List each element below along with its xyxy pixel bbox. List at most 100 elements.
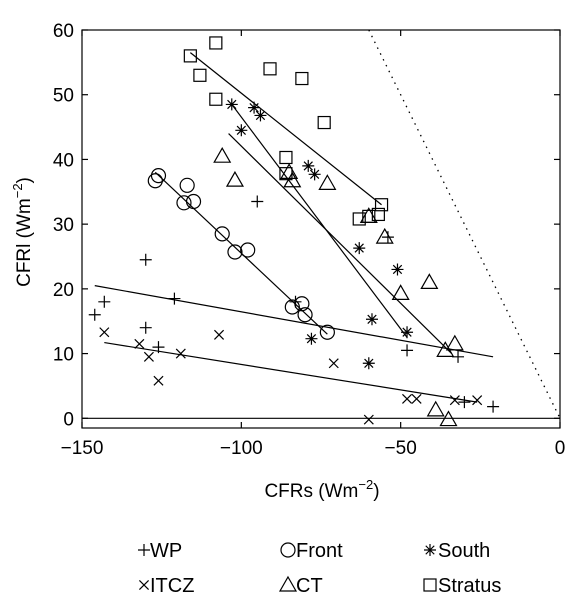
data-point-south bbox=[401, 326, 414, 339]
legend-marker-triangle-shape bbox=[278, 575, 298, 592]
data-point-itcz bbox=[449, 395, 460, 406]
legend-item-front: Front bbox=[280, 540, 343, 562]
x-axis-label-exponent: −2 bbox=[358, 477, 373, 492]
data-point-stratus bbox=[263, 62, 277, 76]
y-tick-label: 40 bbox=[53, 150, 74, 171]
y-tick-label: 60 bbox=[53, 21, 74, 42]
legend-item-wp: WP bbox=[138, 540, 182, 562]
data-point-itcz bbox=[175, 348, 186, 359]
x-tick-label: −50 bbox=[385, 438, 417, 459]
data-point-wp bbox=[251, 195, 264, 208]
data-point-stratus bbox=[183, 49, 197, 63]
data-point-south bbox=[305, 332, 318, 345]
fit-line-itcz bbox=[104, 341, 478, 403]
data-point-south bbox=[391, 263, 404, 276]
data-point-south bbox=[235, 124, 248, 137]
data-point-itcz bbox=[411, 393, 422, 404]
data-point-itcz bbox=[328, 358, 339, 369]
data-point-south bbox=[248, 101, 261, 114]
data-point-wp bbox=[458, 396, 471, 409]
data-point-wp bbox=[487, 400, 500, 413]
data-point-front bbox=[319, 324, 335, 340]
data-point-front bbox=[240, 242, 256, 258]
legend-label-wp: WP bbox=[150, 540, 182, 562]
x-axis-label: CFRs (Wm−2) bbox=[264, 477, 379, 502]
data-point-south bbox=[353, 242, 366, 255]
data-point-itcz bbox=[134, 338, 145, 349]
data-point-stratus bbox=[193, 68, 207, 82]
y-tick-label: 20 bbox=[53, 280, 74, 301]
legend-item-south: South bbox=[424, 540, 490, 562]
data-point-front bbox=[179, 177, 195, 193]
data-point-itcz bbox=[143, 351, 154, 362]
y-tick-label: 50 bbox=[53, 86, 74, 107]
plot-frame bbox=[81, 29, 561, 429]
legend-marker-asterisk-shape bbox=[424, 544, 436, 556]
data-point-south bbox=[308, 168, 321, 181]
legend-marker-circle bbox=[280, 542, 296, 558]
x-tick-label: −100 bbox=[220, 438, 263, 459]
x-axis-label-end: ) bbox=[373, 481, 379, 502]
data-point-wp bbox=[381, 231, 394, 244]
fit-line-stratus bbox=[189, 52, 382, 206]
data-point-stratus bbox=[279, 167, 293, 181]
legend-marker-triangle bbox=[278, 575, 298, 592]
data-point-south bbox=[254, 109, 267, 122]
legend-marker-x bbox=[138, 579, 150, 591]
data-point-south bbox=[365, 313, 378, 326]
data-point-itcz bbox=[214, 329, 225, 340]
data-point-front bbox=[176, 195, 192, 211]
data-point-itcz bbox=[472, 395, 483, 406]
y-axis-label-end: ) bbox=[14, 177, 35, 183]
legend-marker-square bbox=[423, 578, 437, 592]
legend-label-front: Front bbox=[296, 540, 343, 562]
legend-marker-plus bbox=[138, 544, 150, 556]
legend-label-stratus: Stratus bbox=[438, 575, 501, 597]
data-point-itcz bbox=[402, 393, 413, 404]
legend-marker-square-shape bbox=[423, 578, 437, 592]
data-point-stratus bbox=[362, 209, 376, 223]
legend-item-stratus: Stratus bbox=[423, 575, 501, 597]
data-point-front bbox=[297, 307, 313, 323]
y-axis-label-exponent: −2 bbox=[10, 183, 25, 198]
data-point-stratus bbox=[317, 115, 331, 130]
axes-layer: −150 −100 −50 0 0 10 20 30 40 50 60 bbox=[53, 21, 565, 459]
legend-label-south: South bbox=[438, 540, 490, 562]
y-tick-label: 30 bbox=[53, 215, 74, 236]
y-tick-label: 10 bbox=[53, 345, 74, 366]
data-point-wp bbox=[139, 321, 152, 334]
data-point-itcz bbox=[153, 375, 164, 386]
legend-marker-asterisk bbox=[424, 544, 436, 556]
data-point-ct bbox=[375, 227, 394, 244]
data-point-ct bbox=[445, 334, 464, 351]
data-point-wp bbox=[98, 295, 111, 308]
data-point-ct bbox=[420, 273, 439, 289]
data-point-itcz bbox=[99, 327, 110, 338]
data-point-wp bbox=[139, 253, 152, 266]
data-point-stratus bbox=[279, 150, 293, 165]
data-point-south bbox=[362, 357, 375, 370]
data-point-stratus bbox=[209, 92, 223, 106]
data-point-ct bbox=[213, 146, 232, 163]
data-point-stratus bbox=[374, 198, 389, 212]
data-point-ct bbox=[439, 410, 458, 427]
data-point-stratus bbox=[371, 207, 385, 222]
data-point-wp bbox=[168, 292, 181, 305]
legend-marker-x-shape bbox=[138, 579, 150, 591]
data-point-stratus bbox=[352, 212, 366, 226]
data-point-front bbox=[284, 299, 300, 315]
data-point-wp bbox=[401, 344, 414, 357]
fit-line-south bbox=[231, 104, 408, 338]
data-point-front bbox=[150, 168, 167, 184]
data-point-front bbox=[214, 226, 230, 242]
data-point-south bbox=[302, 159, 315, 172]
data-point-wp bbox=[88, 308, 101, 321]
data-point-ct bbox=[318, 174, 337, 190]
reference-line-dotted bbox=[368, 29, 561, 419]
legend: WP Front South ITCZ CT Stratus bbox=[138, 540, 501, 597]
legend-label-ct: CT bbox=[296, 575, 323, 597]
fit-line-ct bbox=[228, 133, 453, 355]
data-point-stratus bbox=[295, 71, 309, 86]
legend-item-itcz: ITCZ bbox=[138, 575, 194, 597]
